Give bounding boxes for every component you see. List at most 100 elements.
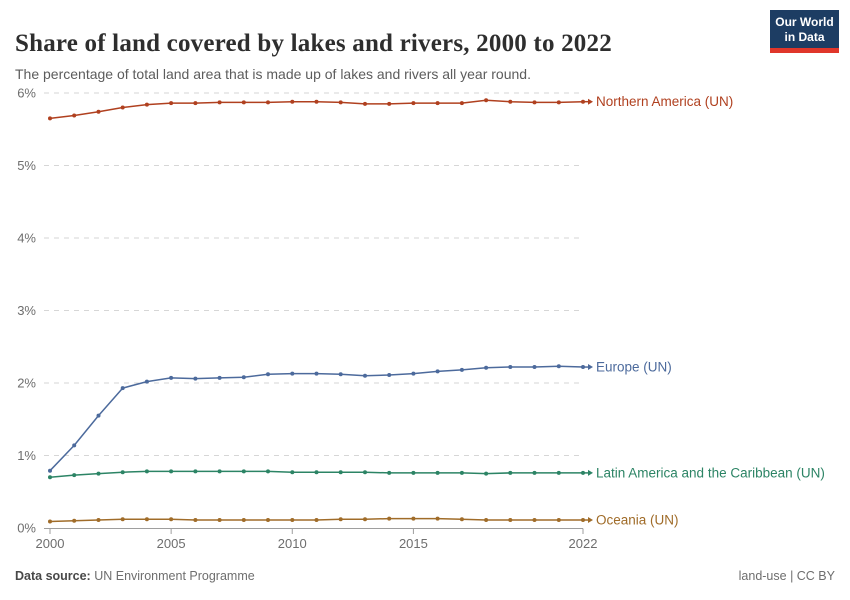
data-point-marker [363, 101, 367, 106]
y-tick-label: 4% [17, 231, 36, 246]
data-point-marker [120, 470, 125, 475]
data-point-marker [508, 99, 513, 104]
data-point-marker [96, 109, 101, 114]
data-point-marker [363, 517, 367, 522]
data-point-marker [290, 371, 295, 376]
data-point-marker [290, 518, 295, 522]
y-tick-label: 2% [17, 376, 36, 391]
data-point-marker [217, 375, 222, 380]
data-point-marker [435, 516, 440, 521]
x-tick-label: 2015 [399, 536, 428, 551]
data-point-marker [144, 517, 149, 522]
y-tick-label: 0% [17, 521, 36, 536]
data-point-marker [411, 101, 416, 106]
data-point-marker [266, 372, 270, 377]
data-point-marker [459, 470, 464, 475]
data-point-marker [241, 375, 246, 380]
data-point-marker [169, 517, 174, 522]
data-point-marker [144, 469, 149, 474]
data-point-marker [314, 371, 319, 376]
data-point-marker [48, 519, 52, 524]
license-text: land-use | CC BY [738, 569, 835, 583]
data-point-marker [508, 365, 513, 369]
series-label: Latin America and the Caribbean (UN) [596, 465, 825, 480]
data-point-marker [411, 371, 416, 376]
series-label: Northern America (UN) [596, 94, 733, 109]
data-point-marker [72, 113, 77, 118]
data-point-marker [532, 470, 537, 475]
data-point-marker [193, 376, 198, 381]
data-point-marker [484, 98, 489, 103]
data-point-marker [169, 469, 174, 474]
series-label: Oceania (UN) [596, 513, 679, 528]
series-end-arrowhead [588, 98, 593, 105]
data-point-marker [435, 101, 440, 106]
data-point-marker [435, 470, 440, 475]
data-point-marker [411, 470, 416, 475]
data-point-marker [169, 101, 174, 106]
series-end-arrowhead [588, 364, 593, 371]
data-point-marker [120, 105, 125, 110]
chart-subtitle: The percentage of total land area that i… [15, 66, 531, 82]
data-point-marker [48, 475, 52, 480]
data-point-marker [508, 518, 513, 522]
data-point-marker [290, 470, 295, 475]
data-point-marker [484, 471, 489, 476]
data-point-marker [120, 517, 125, 522]
data-point-marker [314, 518, 319, 522]
data-point-marker [387, 101, 392, 106]
data-point-marker [241, 100, 246, 105]
chart-footer: Data source: UN Environment Programme la… [15, 569, 835, 583]
data-source-value: UN Environment Programme [94, 569, 255, 583]
data-point-marker [266, 518, 270, 522]
x-tick-label: 2022 [569, 536, 598, 551]
data-point-marker [363, 373, 367, 378]
data-point-marker [435, 369, 440, 374]
owid-logo-text: Our World in Data [770, 10, 839, 48]
data-point-marker [193, 518, 198, 522]
data-source-label: Data source: [15, 569, 91, 583]
data-point-marker [338, 470, 343, 475]
y-tick-label: 5% [17, 158, 36, 173]
data-point-marker [532, 365, 537, 369]
data-point-marker [266, 100, 270, 105]
data-point-marker [556, 518, 561, 522]
data-point-marker [581, 99, 585, 104]
data-point-marker [48, 468, 52, 473]
data-point-marker [72, 518, 77, 523]
data-point-marker [532, 100, 537, 105]
data-point-marker [411, 516, 416, 521]
page-title: Share of land covered by lakes and river… [15, 29, 612, 57]
data-point-marker [193, 469, 198, 474]
data-point-marker [72, 443, 77, 448]
data-point-marker [217, 518, 222, 522]
owid-logo-red-strip [770, 48, 839, 53]
data-point-marker [72, 473, 77, 478]
series-label: Europe (UN) [596, 360, 672, 375]
series-end-arrowhead [588, 469, 593, 476]
data-point-marker [556, 470, 561, 475]
data-point-marker [169, 375, 174, 380]
data-point-marker [120, 386, 125, 391]
data-point-marker [484, 365, 489, 370]
data-point-marker [508, 470, 513, 475]
data-point-marker [581, 365, 585, 369]
y-tick-label: 1% [17, 448, 36, 463]
data-point-marker [217, 100, 222, 105]
data-point-marker [363, 470, 367, 475]
data-point-marker [459, 101, 464, 106]
data-point-marker [96, 518, 101, 522]
data-point-marker [459, 367, 464, 372]
series-end-arrowhead [588, 517, 593, 524]
data-point-marker [556, 100, 561, 105]
data-point-marker [96, 471, 101, 476]
x-tick-label: 2000 [36, 536, 65, 551]
data-point-marker [581, 518, 585, 522]
data-point-marker [338, 517, 343, 522]
data-point-marker [387, 470, 392, 475]
data-point-marker [193, 101, 198, 106]
data-point-marker [241, 469, 246, 474]
data-point-marker [459, 517, 464, 522]
